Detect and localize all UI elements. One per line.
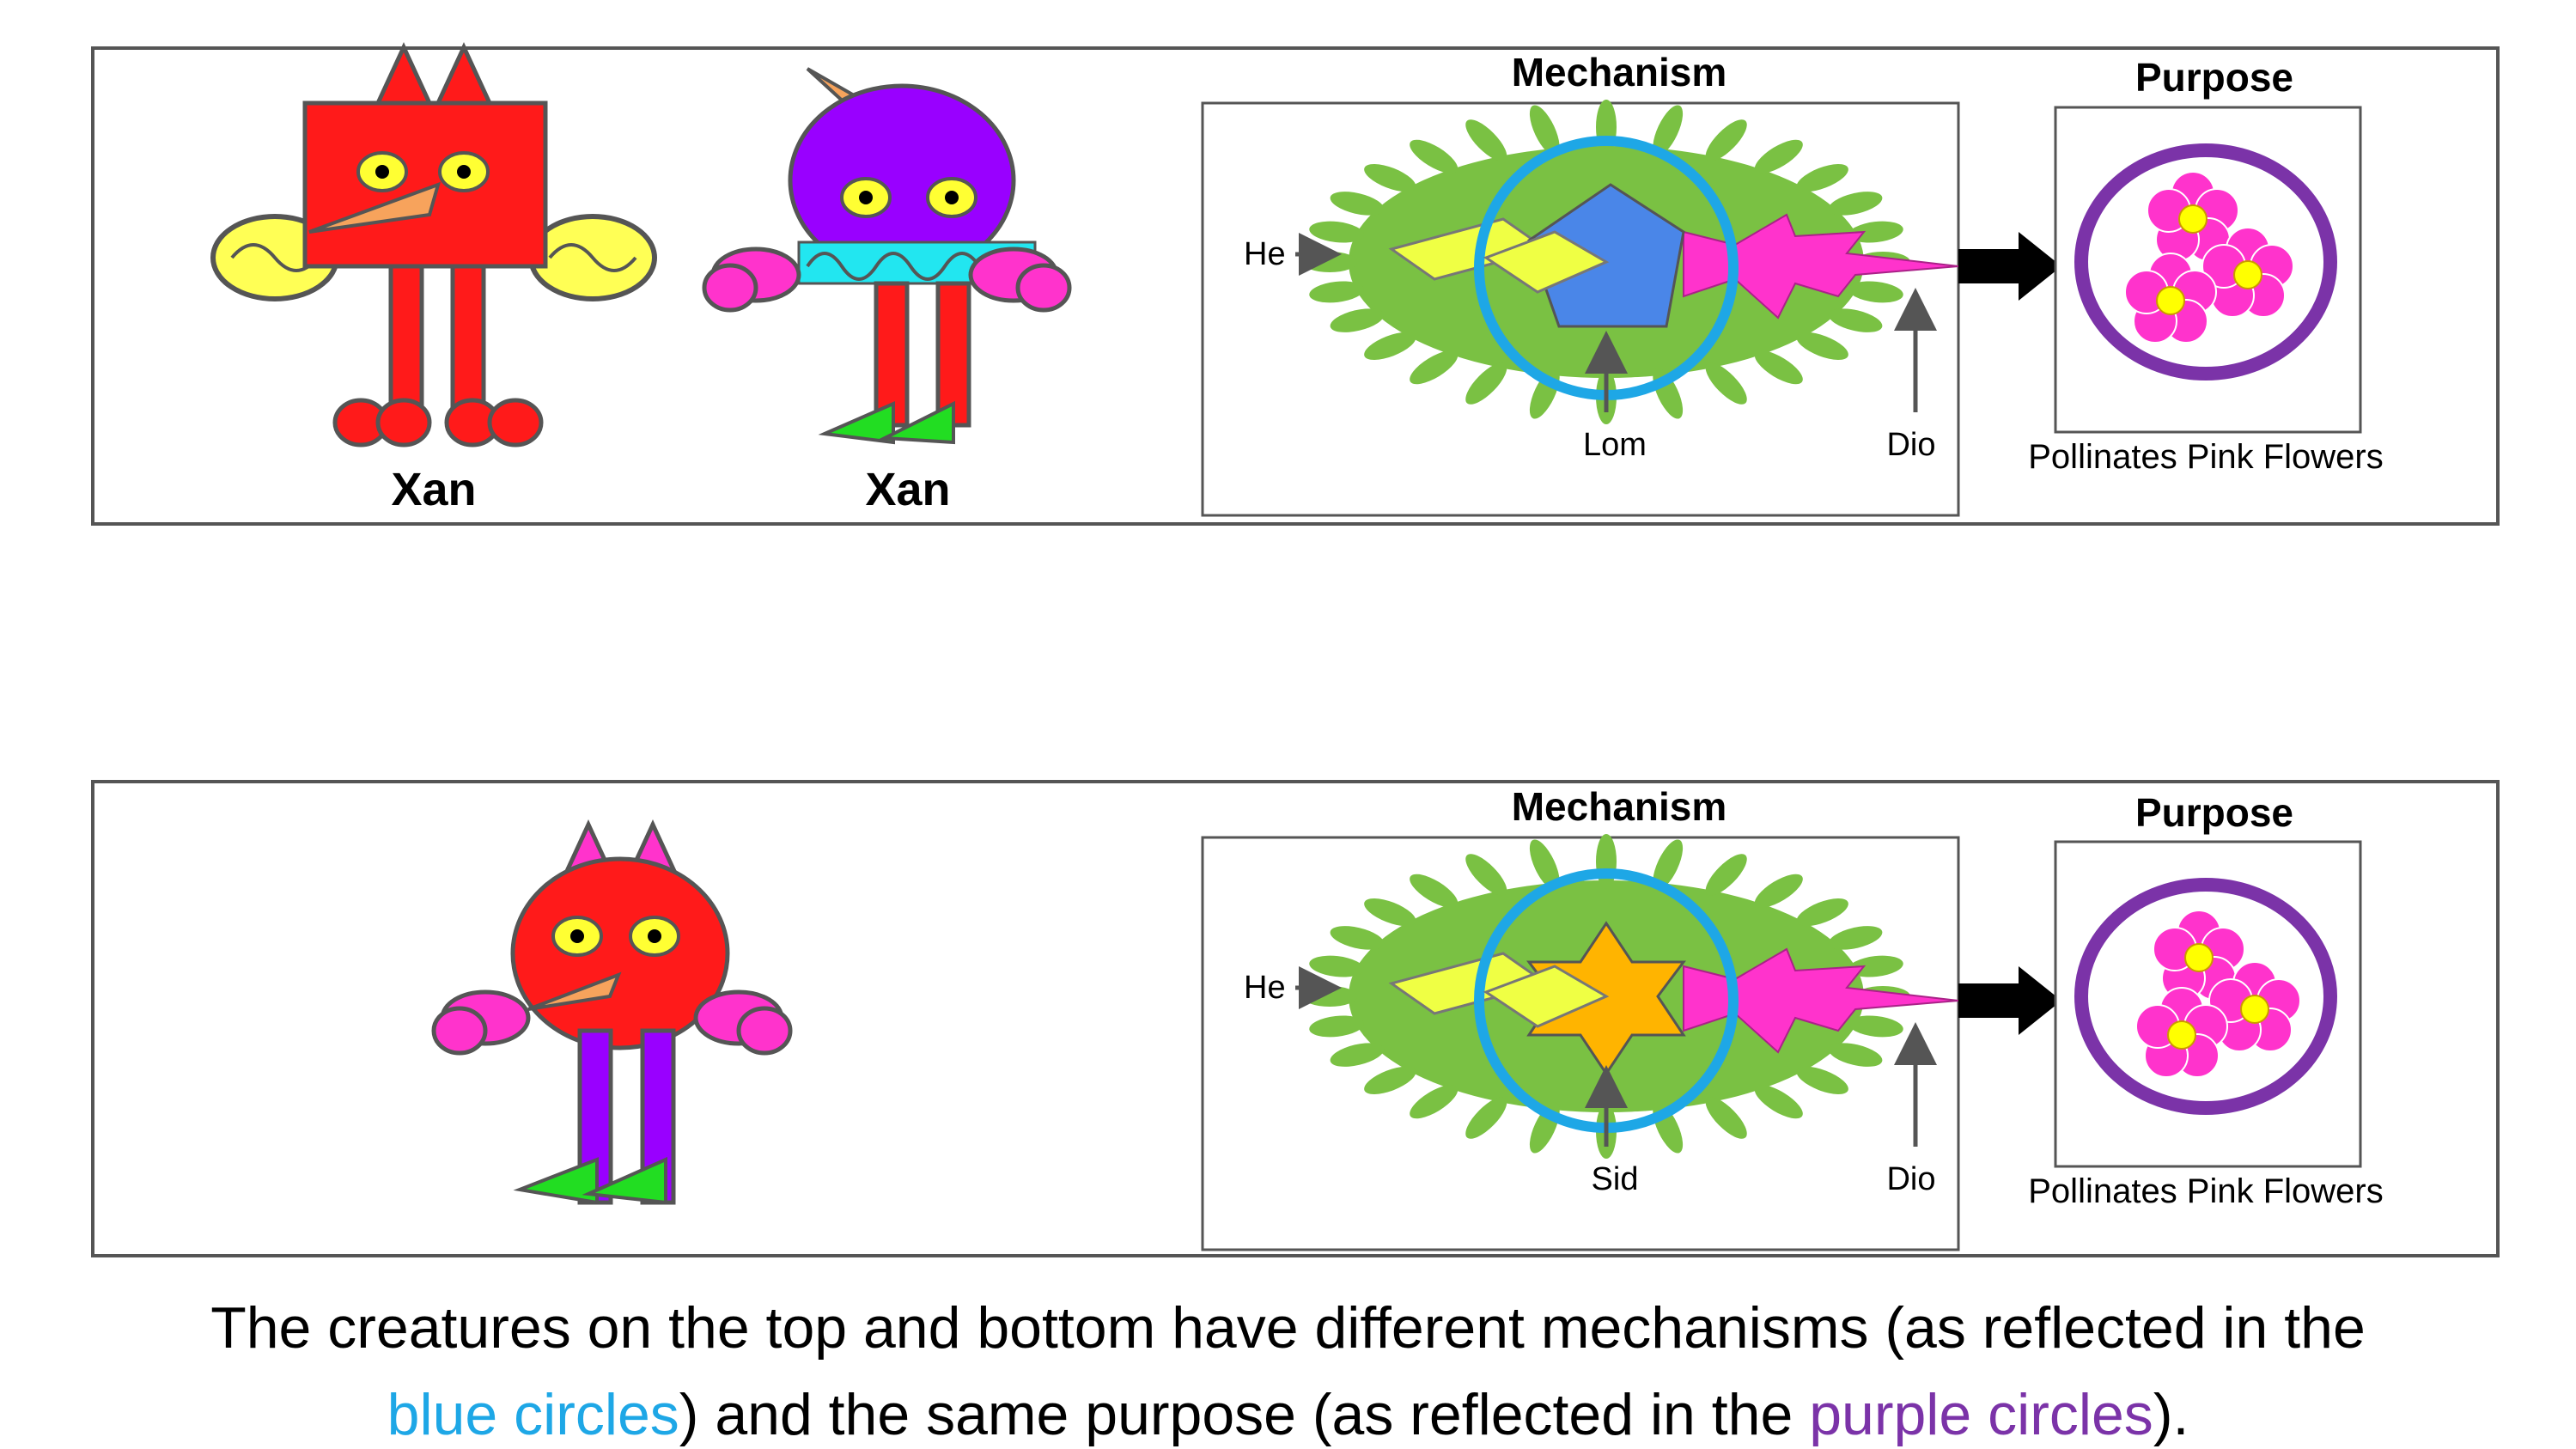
bottom-label-dio: Dio xyxy=(1886,1161,1935,1197)
bottom-purpose-purple-circle xyxy=(2074,878,2337,1115)
virus-spike xyxy=(1828,308,1883,332)
top-he-diamond-front xyxy=(1483,230,1610,294)
virus-spike xyxy=(1330,1043,1385,1067)
top-label-he: He xyxy=(1244,236,1286,272)
virus-spike xyxy=(1754,350,1803,385)
virus-spike xyxy=(1410,1085,1459,1119)
virus-spike xyxy=(1364,898,1416,927)
virus-spike xyxy=(1754,1085,1803,1119)
virus-spike xyxy=(1364,1066,1416,1094)
caption-middle-text: ) and the same purpose (as reflected in … xyxy=(679,1382,1810,1447)
top-purpose-purple-circle xyxy=(2074,143,2337,381)
virus-spike xyxy=(1796,164,1848,192)
virus-spike xyxy=(1828,1043,1883,1067)
caption-line-2: blue circles) and the same purpose (as r… xyxy=(0,1385,2576,1444)
virus-spike xyxy=(1796,332,1848,360)
bottom-purpose-title: Purpose xyxy=(2135,790,2293,835)
virus-spike xyxy=(1410,350,1459,385)
virus-spike xyxy=(1529,105,1560,156)
virus-spike xyxy=(1796,898,1848,927)
virus-spike xyxy=(1848,281,1903,303)
bottom-label-he: He xyxy=(1244,970,1286,1006)
bottom-dio-star xyxy=(1683,947,1959,1054)
virus-spike xyxy=(1796,1066,1848,1094)
creature-xan-purple-round xyxy=(702,67,1072,445)
creature-1-name: Xan xyxy=(391,464,476,515)
virus-spike xyxy=(1754,139,1803,174)
top-dio-star xyxy=(1683,213,1959,320)
bottom-black-arrow xyxy=(1958,966,2061,1035)
virus-spike xyxy=(1848,1015,1903,1038)
virus-spike xyxy=(1596,100,1617,155)
virus-spike xyxy=(1848,221,1903,243)
virus-spike xyxy=(1410,139,1459,174)
bottom-panel-frame xyxy=(91,780,2500,1257)
top-purpose-title: Purpose xyxy=(2135,55,2293,100)
virus-spike xyxy=(1596,834,1617,889)
bottom-label-sid: Sid xyxy=(1592,1161,1639,1197)
top-mechanism-title: Mechanism xyxy=(1512,50,1727,94)
creature-xan-red-box xyxy=(210,42,657,447)
virus-spike xyxy=(1653,839,1684,891)
creature-2-name: Xan xyxy=(865,464,950,515)
top-purpose-caption: Pollinates Pink Flowers xyxy=(2028,438,2384,476)
caption-purple-phrase: purple circles xyxy=(1809,1382,2153,1447)
virus-spike xyxy=(1653,105,1684,156)
top-panel-frame xyxy=(91,46,2500,526)
virus-spike xyxy=(1309,281,1364,303)
virus-spike xyxy=(1705,1097,1747,1139)
virus-spike xyxy=(1848,955,1903,977)
caption-end-text: ). xyxy=(2153,1382,2189,1447)
virus-spike xyxy=(1465,854,1507,896)
caption-blue-phrase: blue circles xyxy=(387,1382,679,1447)
virus-spike xyxy=(1330,308,1385,332)
lom-pentagon xyxy=(1527,183,1685,328)
virus-spike xyxy=(1828,192,1883,216)
virus-spike xyxy=(1465,362,1507,405)
virus-spike xyxy=(1529,839,1560,891)
virus-spike xyxy=(1364,332,1416,360)
virus-spike xyxy=(1705,119,1747,161)
top-label-lom: Lom xyxy=(1583,427,1647,463)
top-black-arrow xyxy=(1958,232,2061,301)
bottom-mechanism-title: Mechanism xyxy=(1512,784,1727,829)
virus-spike xyxy=(1330,192,1385,216)
top-label-dio: Dio xyxy=(1886,427,1935,463)
virus-spike xyxy=(1364,164,1416,192)
virus-spike xyxy=(1410,874,1459,908)
virus-spike xyxy=(1465,119,1507,161)
caption-line-1: The creatures on the top and bottom have… xyxy=(210,1295,2366,1361)
virus-spike xyxy=(1330,926,1385,950)
virus-spike xyxy=(1705,362,1747,405)
virus-spike xyxy=(1309,1015,1364,1038)
creature-red-round xyxy=(431,819,793,1205)
virus-spike xyxy=(1705,854,1747,896)
virus-spike xyxy=(1754,874,1803,908)
virus-spike xyxy=(1465,1097,1507,1139)
virus-spike xyxy=(1828,926,1883,950)
bottom-purpose-caption: Pollinates Pink Flowers xyxy=(2028,1172,2384,1210)
bottom-he-diamond-front xyxy=(1483,965,1610,1028)
